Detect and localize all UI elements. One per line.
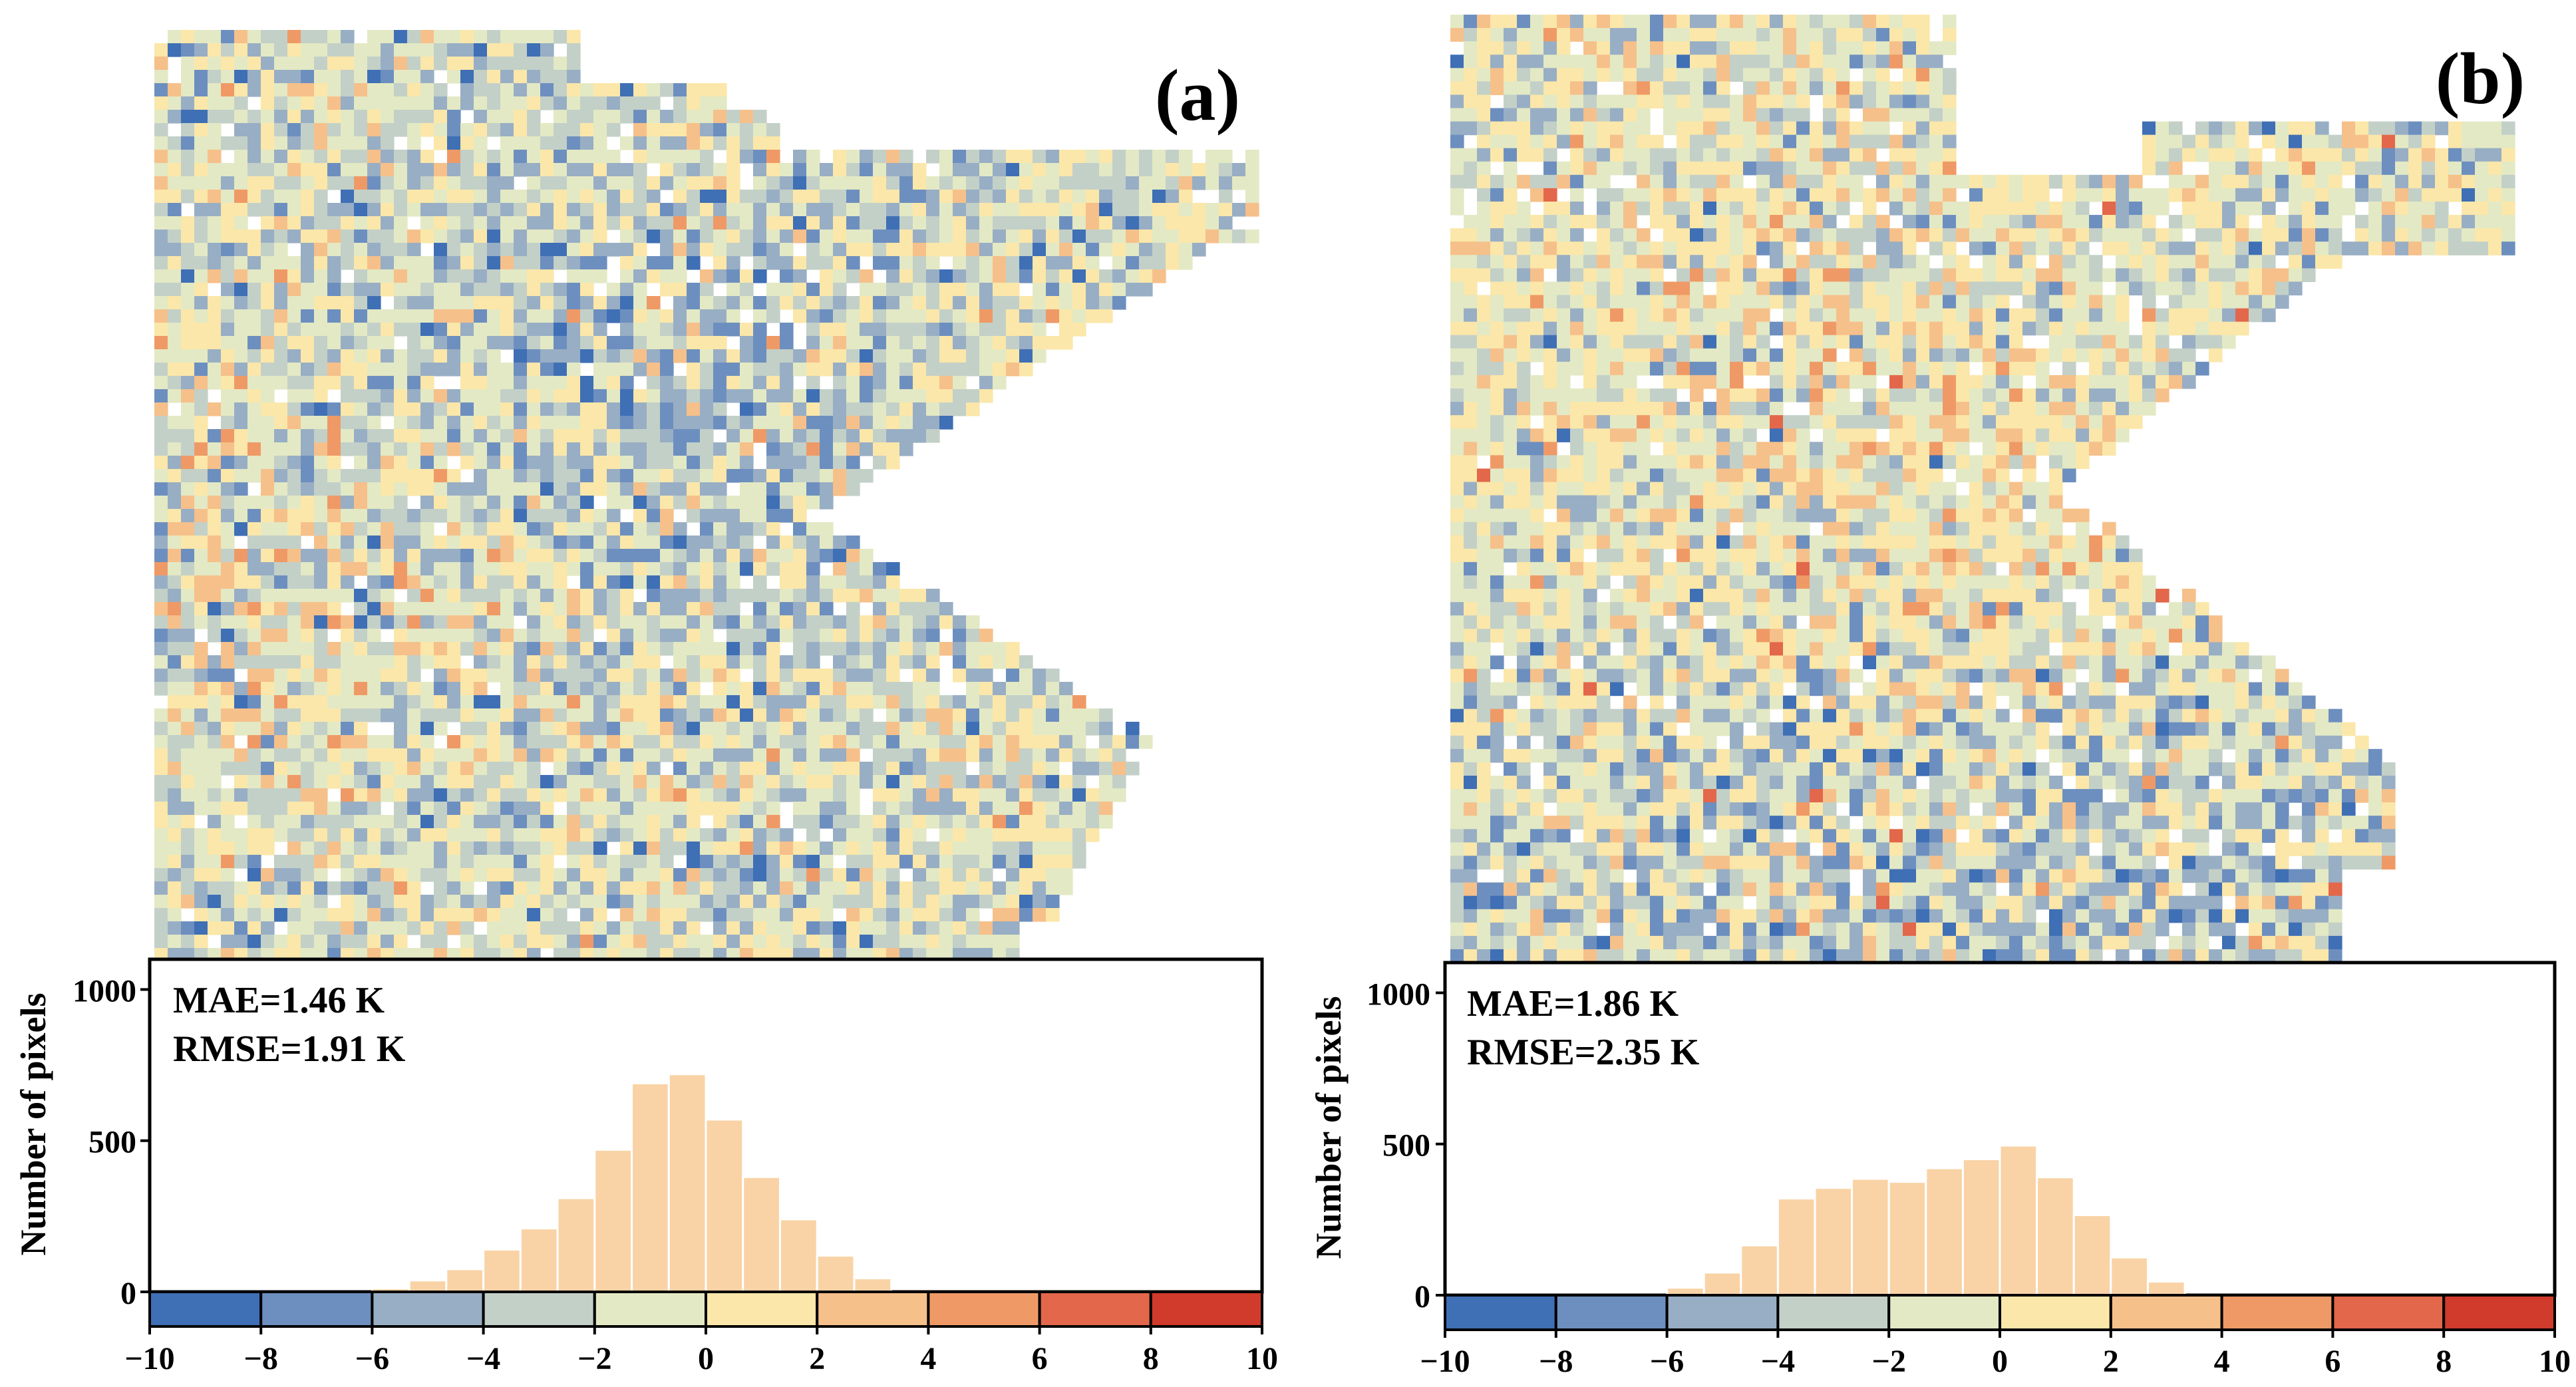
- y-tick-label: 0: [1414, 1279, 1430, 1314]
- histogram-bar: [1814, 1187, 1853, 1297]
- x-tick-label: −2: [1872, 1344, 1906, 1379]
- histogram-bar: [816, 1254, 856, 1293]
- x-tick-label: 4: [920, 1341, 936, 1376]
- x-tick-label: −10: [124, 1341, 174, 1376]
- x-tick-label: 4: [2214, 1344, 2230, 1379]
- histogram-bar: [445, 1268, 485, 1293]
- colorbar-segment: [482, 1291, 596, 1328]
- histogram-bar: [853, 1277, 893, 1293]
- y-tick-label: 1000: [1367, 977, 1430, 1012]
- x-tick-label: 0: [698, 1341, 714, 1376]
- histogram-bar: [408, 1279, 448, 1293]
- histogram-bar: [1961, 1157, 2001, 1297]
- colorbar-segment: [1149, 1291, 1264, 1328]
- histogram-bar: [1925, 1167, 1964, 1297]
- histogram-bar: [593, 1148, 633, 1293]
- x-tick-label: 8: [1143, 1341, 1159, 1376]
- histogram-bar: [519, 1227, 559, 1293]
- x-tick-label: 0: [1992, 1344, 2008, 1379]
- histogram-bar: [1999, 1144, 2038, 1297]
- histogram-bar: [705, 1118, 744, 1293]
- panel-b: (b) MAE=1.86 K RMSE=2.35 K 0 500 1000 Numb…: [1309, 15, 2571, 1379]
- colorbar-a: [148, 1291, 1264, 1328]
- histogram-b: MAE=1.86 K RMSE=2.35 K 0 500 1000 Number o…: [1309, 961, 2571, 1379]
- colorbar-segment: [2109, 1294, 2223, 1331]
- colorbar-segment: [1038, 1291, 1152, 1328]
- colorbar-segment: [1999, 1294, 2112, 1331]
- x-tick-label: −8: [244, 1341, 278, 1376]
- histogram-bars-b: [1666, 1144, 2186, 1297]
- histogram-bar: [1740, 1244, 1779, 1297]
- error-map-a: [154, 30, 1259, 962]
- histogram-bar: [2110, 1256, 2149, 1297]
- histogram-bar: [482, 1248, 522, 1293]
- x-tick-label: 6: [1032, 1341, 1048, 1376]
- panel-a: (a) MAE=1.46 K RMSE=1.91 K 0 500 1000 Numb…: [13, 30, 1278, 1376]
- x-tick-label: 8: [2436, 1344, 2452, 1379]
- histogram-bar: [556, 1197, 596, 1293]
- colorbar-ticks-b: −10 −8 −6 −4 −2 0 2 4 6 8 10: [1420, 1330, 2571, 1379]
- y-axis-label-b: Number of pixels: [1309, 996, 1349, 1259]
- y-tick-label: 1000: [73, 973, 136, 1008]
- histogram-bar: [2146, 1281, 2186, 1297]
- histogram-a: MAE=1.46 K RMSE=1.91 K 0 500 1000 Number o…: [13, 957, 1278, 1376]
- x-tick-label: −4: [466, 1341, 500, 1376]
- y-axis-a: 0 500 1000: [73, 973, 150, 1311]
- x-tick-label: −4: [1761, 1344, 1795, 1379]
- colorbar-segment: [1887, 1294, 2001, 1331]
- histogram-bar: [1776, 1197, 1816, 1297]
- histogram-bars-a: [371, 1073, 893, 1293]
- x-tick-label: 10: [2539, 1344, 2571, 1379]
- x-tick-label: −10: [1420, 1344, 1470, 1379]
- x-tick-label: −6: [355, 1341, 389, 1376]
- colorbar-segment: [1665, 1294, 1780, 1331]
- mae-annotation-b: MAE=1.86 K: [1467, 983, 1679, 1024]
- colorbar-segment: [1554, 1294, 1669, 1331]
- colorbar-segment: [1444, 1294, 1557, 1331]
- histogram-bar: [2072, 1214, 2112, 1297]
- x-tick-label: −6: [1650, 1344, 1684, 1379]
- y-tick-label: 500: [88, 1125, 136, 1160]
- x-tick-label: −8: [1539, 1344, 1573, 1379]
- y-tick-label: 500: [1382, 1128, 1430, 1163]
- y-axis-b: 0 500 1000: [1367, 977, 1445, 1314]
- rmse-annotation-a: RMSE=1.91 K: [173, 1028, 406, 1070]
- histogram-bar: [2036, 1176, 2075, 1297]
- rmse-annotation-b: RMSE=2.35 K: [1467, 1032, 1700, 1073]
- colorbar-segment: [1776, 1294, 1891, 1331]
- colorbar-segment: [259, 1291, 374, 1328]
- histogram-bar: [667, 1073, 707, 1293]
- colorbar-ticks-a: −10 −8 −6 −4 −2 0 2 4 6 8 10: [124, 1326, 1278, 1376]
- colorbar-segment: [371, 1291, 485, 1328]
- x-tick-label: 10: [1246, 1341, 1278, 1376]
- colorbar-segment: [927, 1291, 1041, 1328]
- colorbar-segment: [2442, 1294, 2556, 1331]
- y-axis-label-a: Number of pixels: [13, 993, 53, 1255]
- y-tick-label: 0: [120, 1276, 136, 1311]
- histogram-bar: [742, 1175, 782, 1293]
- colorbar-segment: [593, 1291, 707, 1328]
- histogram-bar: [1887, 1181, 1927, 1297]
- colorbar-segment: [2331, 1294, 2446, 1331]
- x-tick-label: −2: [577, 1341, 611, 1376]
- panel-label-a: (a): [1155, 55, 1240, 136]
- x-tick-label: 2: [2103, 1344, 2119, 1379]
- histogram-bar: [1851, 1177, 1890, 1297]
- mae-annotation-a: MAE=1.46 K: [173, 980, 385, 1021]
- colorbar-segment: [148, 1291, 263, 1328]
- x-tick-label: 2: [809, 1341, 825, 1376]
- colorbar-segment: [816, 1291, 930, 1328]
- error-map-b: [1450, 15, 2515, 963]
- histogram-bar: [631, 1082, 670, 1293]
- histogram-bar: [778, 1218, 818, 1293]
- panel-label-b: (b): [2436, 38, 2525, 119]
- x-tick-label: 6: [2325, 1344, 2340, 1379]
- colorbar-b: [1444, 1294, 2556, 1331]
- colorbar-segment: [2220, 1294, 2334, 1331]
- histogram-bar: [1702, 1271, 1742, 1297]
- colorbar-segment: [705, 1291, 819, 1328]
